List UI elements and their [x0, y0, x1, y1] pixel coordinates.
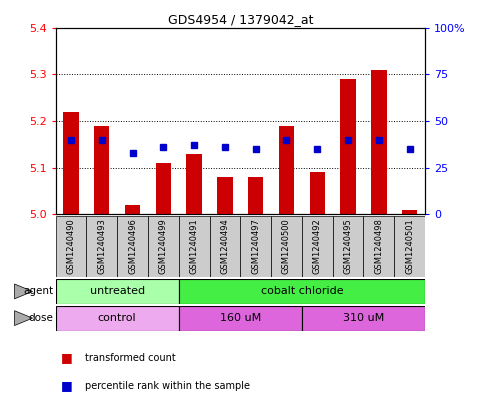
Text: GSM1240500: GSM1240500 [282, 218, 291, 274]
Bar [186, 154, 202, 214]
Bar [179, 306, 302, 331]
Text: GSM1240498: GSM1240498 [374, 218, 384, 274]
Text: dose: dose [28, 313, 53, 323]
Text: control: control [98, 313, 136, 323]
Bar [179, 279, 425, 304]
Bar [217, 177, 233, 214]
Bar [402, 209, 417, 214]
Text: GSM1240491: GSM1240491 [190, 218, 199, 274]
Bar [333, 216, 364, 277]
Text: GSM1240499: GSM1240499 [159, 218, 168, 274]
Text: 310 uM: 310 uM [343, 313, 384, 323]
Text: GSM1240497: GSM1240497 [251, 218, 260, 274]
Bar [371, 70, 386, 214]
Bar [302, 216, 333, 277]
Text: GSM1240493: GSM1240493 [97, 218, 106, 274]
Bar [94, 125, 110, 214]
Text: agent: agent [23, 286, 53, 296]
Bar [117, 216, 148, 277]
Bar [156, 163, 171, 214]
Title: GDS4954 / 1379042_at: GDS4954 / 1379042_at [168, 13, 313, 26]
Text: GSM1240492: GSM1240492 [313, 218, 322, 274]
Bar [56, 279, 179, 304]
Text: GSM1240490: GSM1240490 [67, 218, 75, 274]
Text: percentile rank within the sample: percentile rank within the sample [85, 380, 250, 391]
Polygon shape [14, 311, 33, 325]
Bar [63, 112, 79, 214]
Bar [271, 216, 302, 277]
Text: untreated: untreated [89, 286, 145, 296]
Bar [248, 177, 263, 214]
Text: GSM1240501: GSM1240501 [405, 218, 414, 274]
Text: ■: ■ [60, 379, 72, 392]
Polygon shape [14, 284, 33, 299]
Bar [341, 79, 356, 214]
Bar [148, 216, 179, 277]
Bar [394, 216, 425, 277]
Text: transformed count: transformed count [85, 353, 175, 363]
Text: GSM1240494: GSM1240494 [220, 218, 229, 274]
Text: GSM1240495: GSM1240495 [343, 218, 353, 274]
Bar [86, 216, 117, 277]
Bar [364, 216, 394, 277]
Text: ■: ■ [60, 351, 72, 365]
Text: 160 uM: 160 uM [220, 313, 261, 323]
Bar [310, 172, 325, 214]
Bar [240, 216, 271, 277]
Bar [179, 216, 210, 277]
Bar [56, 306, 179, 331]
Text: GSM1240496: GSM1240496 [128, 218, 137, 274]
Bar [279, 125, 294, 214]
Bar [210, 216, 240, 277]
Bar [56, 216, 86, 277]
Bar [302, 306, 425, 331]
Text: cobalt chloride: cobalt chloride [260, 286, 343, 296]
Bar [125, 205, 140, 214]
